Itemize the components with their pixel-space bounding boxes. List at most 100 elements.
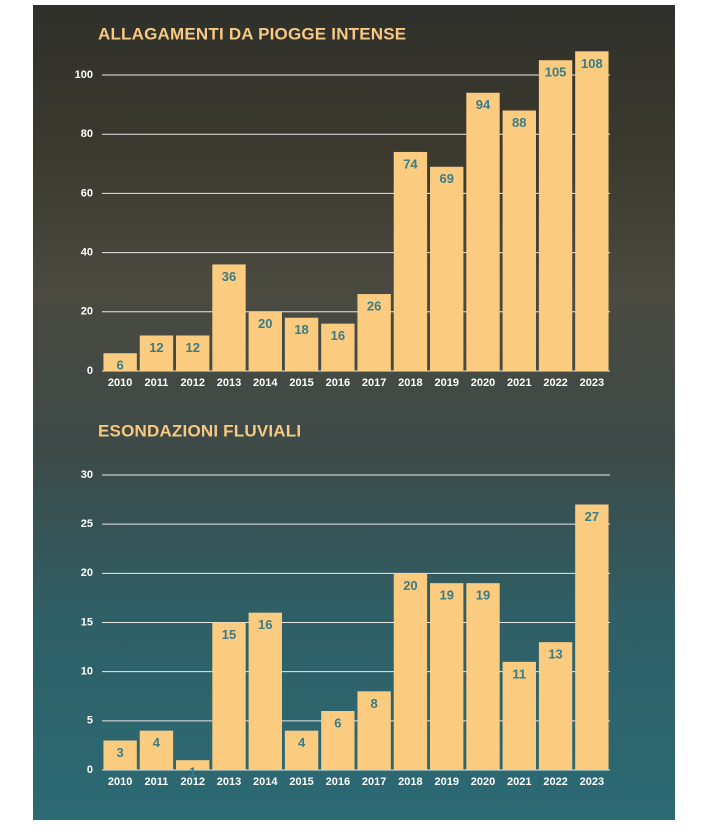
value-label: 19 xyxy=(476,588,490,603)
x-tick-label: 2017 xyxy=(362,776,386,788)
value-label: 105 xyxy=(545,65,567,80)
y-tick-label: 20 xyxy=(81,306,93,318)
bar xyxy=(430,583,464,770)
bar xyxy=(176,760,210,770)
value-label: 4 xyxy=(153,735,161,750)
bar xyxy=(321,323,355,371)
bar xyxy=(357,294,391,371)
y-tick-label: 15 xyxy=(81,616,93,628)
bar xyxy=(502,661,536,770)
y-tick-label: 100 xyxy=(75,69,93,81)
x-tick-label: 2011 xyxy=(144,377,168,389)
bar xyxy=(212,264,246,371)
y-tick-label: 25 xyxy=(81,518,93,530)
y-tick-label: 60 xyxy=(81,187,93,199)
bar xyxy=(430,166,464,371)
y-tick-label: 0 xyxy=(87,764,93,776)
value-label: 16 xyxy=(331,328,345,343)
x-tick-label: 2019 xyxy=(434,377,458,389)
bar xyxy=(357,691,391,770)
y-tick-label: 30 xyxy=(81,469,93,481)
bar xyxy=(103,740,137,770)
x-tick-label: 2015 xyxy=(289,377,313,389)
value-label: 108 xyxy=(581,56,603,71)
x-tick-label: 2020 xyxy=(471,776,495,788)
x-tick-label: 2023 xyxy=(580,377,604,389)
x-tick-label: 2013 xyxy=(217,776,241,788)
value-label: 18 xyxy=(294,322,308,337)
value-label: 69 xyxy=(439,171,453,186)
value-label: 6 xyxy=(334,715,341,730)
value-label: 20 xyxy=(258,316,272,331)
bar xyxy=(393,573,428,770)
value-label: 19 xyxy=(439,588,453,603)
x-tick-label: 2021 xyxy=(507,377,531,389)
x-tick-label: 2019 xyxy=(434,776,458,788)
x-tick-label: 2016 xyxy=(326,377,350,389)
value-label: 12 xyxy=(149,340,163,355)
x-tick-label: 2013 xyxy=(217,377,241,389)
chart-title: ALLAGAMENTI DA PIOGGE INTENSE xyxy=(98,24,406,43)
value-label: 13 xyxy=(548,647,562,662)
bar xyxy=(284,730,319,770)
bar xyxy=(466,92,500,371)
bar xyxy=(139,335,174,371)
bar xyxy=(466,583,500,770)
x-tick-label: 2023 xyxy=(580,776,604,788)
x-tick-label: 2015 xyxy=(289,776,313,788)
x-tick-label: 2014 xyxy=(253,377,278,389)
value-label: 3 xyxy=(117,745,124,760)
y-tick-label: 80 xyxy=(81,128,93,140)
value-label: 12 xyxy=(185,340,199,355)
y-tick-label: 0 xyxy=(87,365,93,377)
y-tick-label: 10 xyxy=(81,666,93,678)
bar xyxy=(538,60,573,371)
value-label: 1 xyxy=(189,765,196,780)
x-tick-label: 2022 xyxy=(543,377,567,389)
x-tick-label: 2016 xyxy=(326,776,350,788)
x-tick-label: 2018 xyxy=(398,377,422,389)
value-label: 74 xyxy=(403,156,418,171)
x-tick-label: 2012 xyxy=(180,377,204,389)
bar xyxy=(248,311,282,371)
value-label: 15 xyxy=(222,627,236,642)
value-label: 26 xyxy=(367,298,381,313)
chart-title: ESONDAZIONI FLUVIALI xyxy=(98,421,301,440)
x-tick-label: 2018 xyxy=(398,776,422,788)
bar xyxy=(103,353,137,371)
value-label: 20 xyxy=(403,578,417,593)
bar xyxy=(321,711,355,770)
bar xyxy=(176,335,210,371)
value-label: 16 xyxy=(258,617,272,632)
x-tick-label: 2020 xyxy=(471,377,495,389)
bar xyxy=(284,317,319,371)
value-label: 6 xyxy=(117,358,124,373)
bar xyxy=(538,642,573,770)
y-tick-label: 5 xyxy=(87,715,93,727)
x-tick-label: 2011 xyxy=(144,776,168,788)
value-label: 27 xyxy=(585,509,599,524)
bar xyxy=(248,612,282,770)
x-tick-label: 2010 xyxy=(108,377,132,389)
bar xyxy=(393,151,428,371)
x-tick-label: 2010 xyxy=(108,776,132,788)
value-label: 11 xyxy=(512,666,526,681)
value-label: 88 xyxy=(512,115,526,130)
x-tick-label: 2012 xyxy=(180,776,204,788)
y-tick-label: 40 xyxy=(81,247,93,259)
x-tick-label: 2021 xyxy=(507,776,531,788)
value-label: 4 xyxy=(298,735,306,750)
x-tick-label: 2017 xyxy=(362,377,386,389)
x-tick-label: 2022 xyxy=(543,776,567,788)
value-label: 94 xyxy=(476,97,491,112)
y-tick-label: 20 xyxy=(81,567,93,579)
bar xyxy=(575,504,609,770)
bar xyxy=(139,730,174,770)
value-label: 36 xyxy=(222,269,236,284)
bar xyxy=(212,622,246,770)
x-tick-label: 2014 xyxy=(253,776,278,788)
bar xyxy=(502,110,536,372)
value-label: 8 xyxy=(371,696,378,711)
